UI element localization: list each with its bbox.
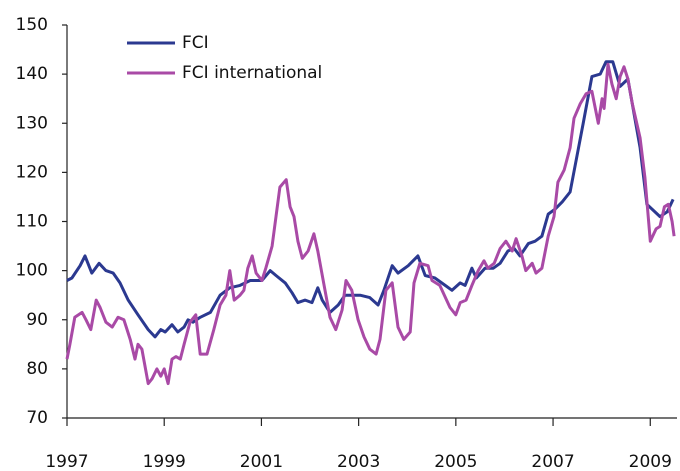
y-tick-label: 110 <box>16 212 48 232</box>
legend-label: FCI international <box>182 63 322 83</box>
data-line <box>65 62 676 386</box>
x-tick-label: 2009 <box>629 452 672 471</box>
legend-label: FCI <box>182 33 209 53</box>
y-tick-label: 80 <box>26 359 48 379</box>
x-tick-label: 2007 <box>531 452 574 471</box>
y-tick-label: 150 <box>16 15 48 35</box>
y-tick-label: 90 <box>26 310 48 330</box>
y-tick-label: 130 <box>16 113 48 133</box>
y-tick-label: 120 <box>16 162 48 182</box>
data-line <box>66 60 675 339</box>
y-tick-label: 100 <box>16 261 48 281</box>
x-tick-label: 2005 <box>434 452 477 471</box>
x-tick-label: 2001 <box>240 452 283 471</box>
x-tick-label: 1997 <box>45 452 88 471</box>
x-tick-label: 2003 <box>337 452 380 471</box>
x-tick-label: 1999 <box>143 452 186 471</box>
y-tick-label: 140 <box>16 64 48 84</box>
y-tick-label: 70 <box>26 408 48 428</box>
